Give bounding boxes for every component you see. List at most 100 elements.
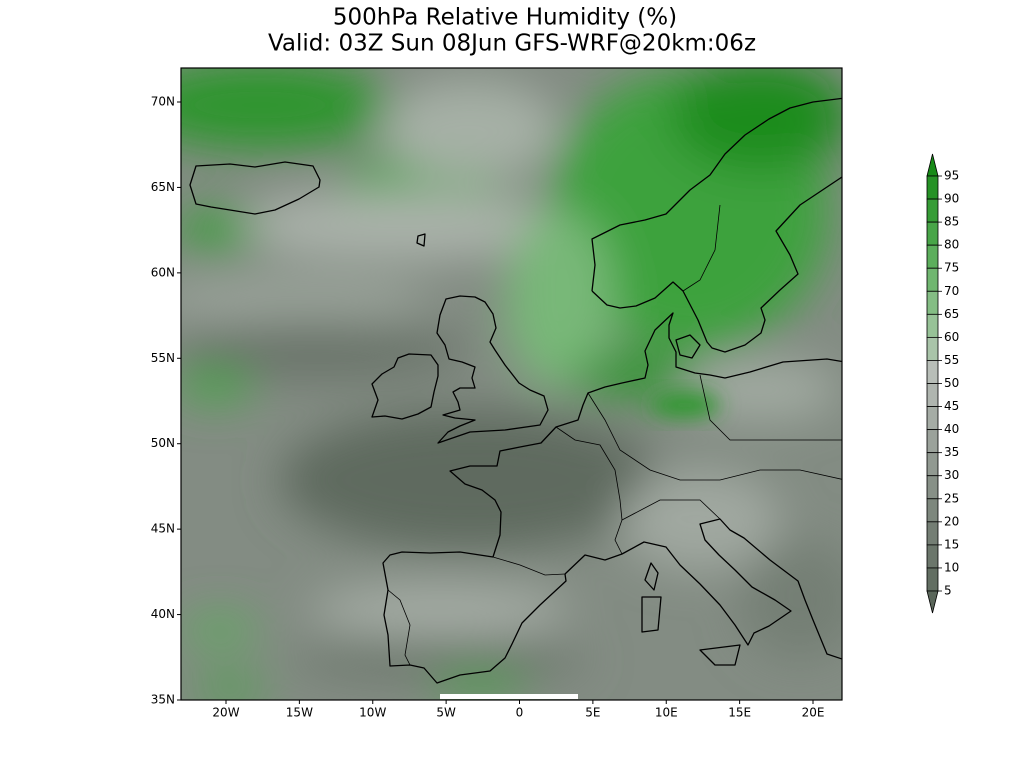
coast-iceland	[189, 161, 321, 215]
colorbar-box	[926, 429, 939, 454]
humid-area	[190, 678, 270, 700]
colorbar-label: 50	[944, 376, 959, 390]
humidity-field	[181, 68, 842, 700]
lon-label: 10W	[359, 706, 386, 720]
title-line: Valid: 03Z Sun 08Jun GFS-WRF@20km:06z	[268, 31, 756, 57]
map-frame	[180, 67, 843, 701]
colorbar-label: 55	[944, 353, 959, 367]
colorbar-label: 95	[944, 169, 959, 183]
colorbar: 95 90 85 80 75 70 65 60 55 50 45 40 35 30 25 20 15 10 5	[926, 153, 959, 614]
colorbar-box	[926, 221, 939, 246]
colorbar-box	[926, 360, 939, 384]
coast-sweden	[591, 176, 842, 353]
colorbar-arrow	[926, 590, 939, 614]
colorbar-box	[926, 313, 939, 338]
colorbar-box	[926, 521, 939, 546]
lon-label: 5W	[436, 706, 456, 720]
colorbar-label: 60	[944, 330, 959, 344]
humid-area	[505, 210, 615, 390]
lon-label: 20E	[802, 706, 825, 720]
colorbar-label: 90	[944, 192, 959, 206]
coast-corsica	[644, 562, 659, 591]
dry-area	[181, 320, 470, 380]
colorbar-box	[926, 198, 939, 223]
lat-label: 70N	[151, 95, 175, 109]
colorbar-label: 75	[944, 261, 959, 275]
lat-label: 50N	[151, 436, 175, 450]
colorbar-label: 45	[944, 399, 959, 413]
lat-label: 35N	[151, 693, 175, 707]
dry-area	[380, 80, 560, 180]
colorbar-label: 15	[944, 537, 959, 551]
border	[555, 426, 623, 555]
humid-area	[650, 392, 720, 418]
coast-ireland	[371, 353, 439, 420]
border	[387, 589, 411, 666]
coast-britain	[436, 295, 549, 444]
coast-continent	[449, 312, 842, 558]
lon-label: 5E	[585, 706, 600, 720]
lat-label: 65N	[151, 180, 175, 194]
colorbar-box	[926, 336, 939, 361]
lat-label: 60N	[151, 265, 175, 279]
dry-area	[181, 275, 430, 325]
colorbar-box	[926, 452, 939, 477]
colorbar-box	[926, 498, 939, 523]
coast-mediterranean	[564, 518, 842, 660]
coast-sicily	[699, 644, 741, 666]
colorbar-box	[926, 406, 939, 431]
colorbar-label: 10	[944, 560, 959, 574]
coast-sardinia	[641, 596, 662, 633]
colorbar-label: 5	[944, 584, 952, 598]
lon-label: 15E	[728, 706, 751, 720]
humid-area	[181, 616, 260, 644]
lon-label: 0	[516, 706, 524, 720]
colorbar-label: 35	[944, 445, 959, 459]
coast-faroe	[416, 233, 426, 247]
border	[492, 556, 566, 576]
dry-area	[280, 410, 660, 550]
colorbar-label: 65	[944, 307, 959, 321]
dry-area	[620, 470, 780, 570]
humid-area	[670, 68, 842, 170]
colorbar-box	[926, 383, 939, 407]
colorbar-label: 80	[944, 238, 959, 252]
colorbar-box	[926, 567, 939, 592]
humid-area	[570, 353, 710, 397]
colorbar-label: 25	[944, 491, 959, 505]
dry-area	[290, 640, 590, 680]
no-data-strip	[440, 694, 578, 699]
coastlines	[189, 97, 842, 684]
colorbar-arrow	[926, 153, 939, 177]
lat-label: 45N	[151, 522, 175, 536]
country-borders	[387, 204, 842, 666]
colorbar-label: 70	[944, 284, 959, 298]
colorbar-box	[926, 267, 939, 292]
colorbar-box	[926, 290, 939, 315]
dry-area	[310, 585, 570, 635]
lat-label: 40N	[151, 607, 175, 621]
border	[621, 499, 721, 521]
colorbar-label: 40	[944, 422, 959, 436]
humid-area	[181, 367, 255, 403]
coast-denmark	[675, 334, 701, 359]
axis-ticks: 70N 65N 60N 55N 50N 45N 40N 35N 20W 15W 10W 5W 0 5E 10…	[151, 95, 825, 720]
colorbar-box	[926, 544, 939, 569]
coast-scandinavia	[591, 97, 842, 292]
humid-area	[430, 673, 530, 697]
lon-label: 15W	[286, 706, 313, 720]
border	[699, 374, 842, 441]
humid-area	[181, 210, 255, 250]
humid-area	[181, 68, 390, 150]
lon-label: 20W	[212, 706, 239, 720]
colorbar-box	[926, 175, 939, 200]
lat-label: 55N	[151, 351, 175, 365]
dry-area	[230, 190, 570, 260]
colorbar-label: 20	[944, 514, 959, 528]
colorbar-box	[926, 244, 939, 269]
border	[682, 204, 721, 292]
lon-label: 10E	[655, 706, 678, 720]
colorbar-label: 30	[944, 468, 959, 482]
